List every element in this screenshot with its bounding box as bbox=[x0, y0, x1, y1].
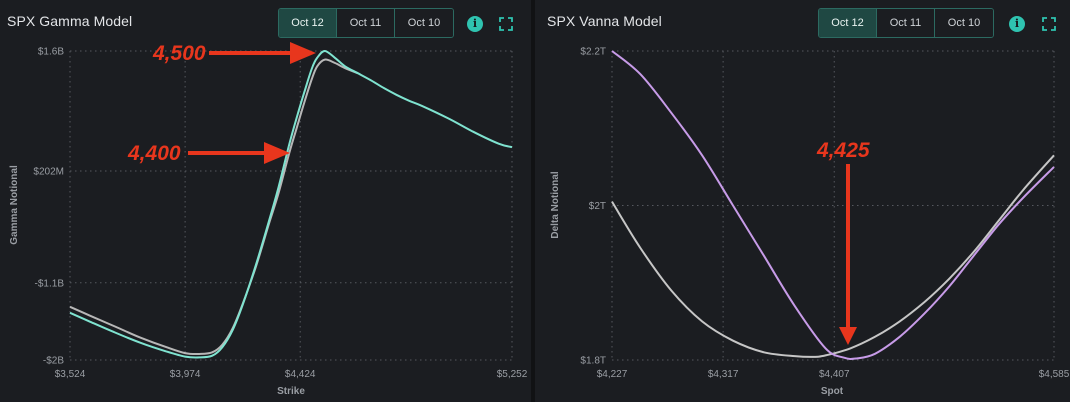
annotation-label: 4,500 bbox=[152, 42, 206, 65]
annotation-label: 4,425 bbox=[816, 139, 870, 162]
y-tick-label: $2T bbox=[589, 201, 606, 212]
gamma-panel: SPX Gamma Model Oct 12 Oct 11 Oct 10 i $… bbox=[0, 0, 531, 402]
y-tick-label: -$2B bbox=[43, 356, 64, 367]
x-tick-label: $3,524 bbox=[55, 369, 86, 380]
info-icon[interactable]: i bbox=[1009, 16, 1025, 32]
date-tabs: Oct 12 Oct 11 Oct 10 bbox=[818, 8, 994, 38]
x-tick-label: $4,317 bbox=[708, 369, 739, 380]
annotation-arrow-head bbox=[290, 42, 316, 64]
expand-icon[interactable] bbox=[1042, 17, 1056, 31]
y-tick-label: $202M bbox=[33, 166, 64, 177]
panel-title: SPX Vanna Model bbox=[547, 13, 662, 29]
annotation-arrow-head bbox=[839, 327, 857, 345]
series-line-prior bbox=[69, 58, 359, 356]
tab-oct-10[interactable]: Oct 10 bbox=[395, 9, 453, 37]
series-line-current bbox=[69, 50, 513, 359]
x-tick-label: $4,227 bbox=[597, 369, 628, 380]
vanna-panel: SPX Vanna Model Oct 12 Oct 11 Oct 10 i $… bbox=[535, 0, 1070, 402]
tab-oct-12[interactable]: Oct 12 bbox=[819, 9, 877, 37]
vanna-chart: $2.2T $2T $1.8T $4,227 $4,317 $4,407 $4,585 Spo… bbox=[550, 47, 1070, 398]
y-axis-label: Delta Notional bbox=[550, 171, 561, 238]
tab-oct-11[interactable]: Oct 11 bbox=[337, 9, 395, 37]
tab-oct-12[interactable]: Oct 12 bbox=[279, 9, 337, 37]
panel-title: SPX Gamma Model bbox=[7, 13, 133, 29]
expand-icon[interactable] bbox=[499, 17, 513, 31]
x-tick-label: $4,585 bbox=[1039, 369, 1070, 380]
info-icon[interactable]: i bbox=[467, 16, 483, 32]
series-line-prior bbox=[611, 154, 1055, 358]
x-axis-label: Spot bbox=[821, 386, 844, 397]
annotation-arrow-head bbox=[264, 142, 290, 164]
tab-oct-10[interactable]: Oct 10 bbox=[935, 9, 993, 37]
y-tick-label: $2.2T bbox=[580, 47, 606, 58]
y-axis-label: Gamma Notional bbox=[9, 165, 20, 245]
x-tick-label: $4,424 bbox=[285, 369, 316, 380]
y-tick-label: $1.8T bbox=[580, 356, 606, 367]
date-tabs: Oct 12 Oct 11 Oct 10 bbox=[278, 8, 454, 38]
y-tick-label: -$1.1B bbox=[35, 278, 65, 289]
y-tick-label: $1.6B bbox=[38, 47, 64, 58]
x-tick-label: $5,252 bbox=[497, 369, 528, 380]
gamma-chart: $1.6B $202M -$1.1B -$2B $3,524 $3,974 $4,424 $5… bbox=[9, 42, 528, 397]
tab-oct-11[interactable]: Oct 11 bbox=[877, 9, 935, 37]
x-axis-label: Strike bbox=[277, 386, 305, 397]
x-tick-label: $4,407 bbox=[819, 369, 850, 380]
annotation-label: 4,400 bbox=[127, 142, 181, 165]
panel-divider bbox=[531, 0, 535, 402]
series-line-current bbox=[611, 50, 1055, 360]
x-tick-label: $3,974 bbox=[170, 369, 201, 380]
